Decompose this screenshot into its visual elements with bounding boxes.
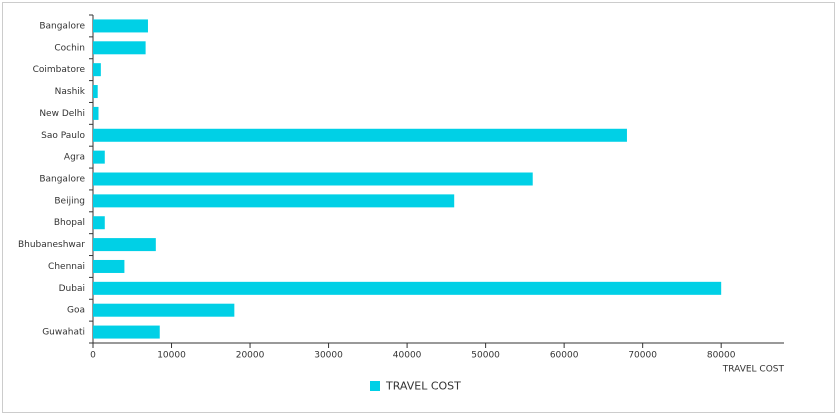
bar xyxy=(93,41,146,55)
x-tick-label: 70000 xyxy=(628,351,657,361)
y-tick-label: Dubai xyxy=(59,284,85,294)
y-tick-label: Cochin xyxy=(54,43,85,53)
bar xyxy=(93,259,125,273)
bar xyxy=(93,281,722,295)
y-tick-label: Beijing xyxy=(54,196,85,206)
y-tick-label: Nashik xyxy=(55,87,86,97)
y-tick-label: Chennai xyxy=(48,262,85,272)
y-tick-label: Bhopal xyxy=(54,218,85,228)
x-tick-label: 0 xyxy=(90,351,96,361)
y-tick-label: Agra xyxy=(64,153,85,163)
x-axis-label: TRAVEL COST xyxy=(722,365,785,375)
y-tick-label: Goa xyxy=(67,306,85,316)
x-tick-label: 30000 xyxy=(314,351,343,361)
y-tick-label: Sao Paulo xyxy=(41,131,85,141)
x-tick-label: 20000 xyxy=(236,351,265,361)
y-tick-label: New Delhi xyxy=(39,109,85,119)
bar xyxy=(93,63,101,77)
y-tick-label: Coimbatore xyxy=(33,65,86,75)
legend-label: TRAVEL COST xyxy=(385,380,461,393)
y-tick-label: Bangalore xyxy=(39,175,85,185)
x-tick-label: 10000 xyxy=(157,351,186,361)
bar xyxy=(93,216,105,230)
y-tick-label: Bhubaneshwar xyxy=(18,240,85,250)
legend-swatch xyxy=(370,381,380,391)
bar xyxy=(93,19,148,33)
x-tick-label: 40000 xyxy=(393,351,422,361)
x-tick-label: 60000 xyxy=(550,351,579,361)
x-tick-label: 80000 xyxy=(707,351,736,361)
bar xyxy=(93,303,235,317)
x-tick-label: 50000 xyxy=(471,351,500,361)
bar xyxy=(93,172,533,186)
bar xyxy=(93,128,627,142)
bar xyxy=(93,194,455,208)
bar xyxy=(93,106,99,120)
bar xyxy=(93,325,160,339)
bar xyxy=(93,85,98,99)
bar xyxy=(93,238,156,252)
bar xyxy=(93,150,105,164)
y-tick-label: Guwahati xyxy=(42,328,85,338)
y-tick-label: Bangalore xyxy=(39,21,85,31)
